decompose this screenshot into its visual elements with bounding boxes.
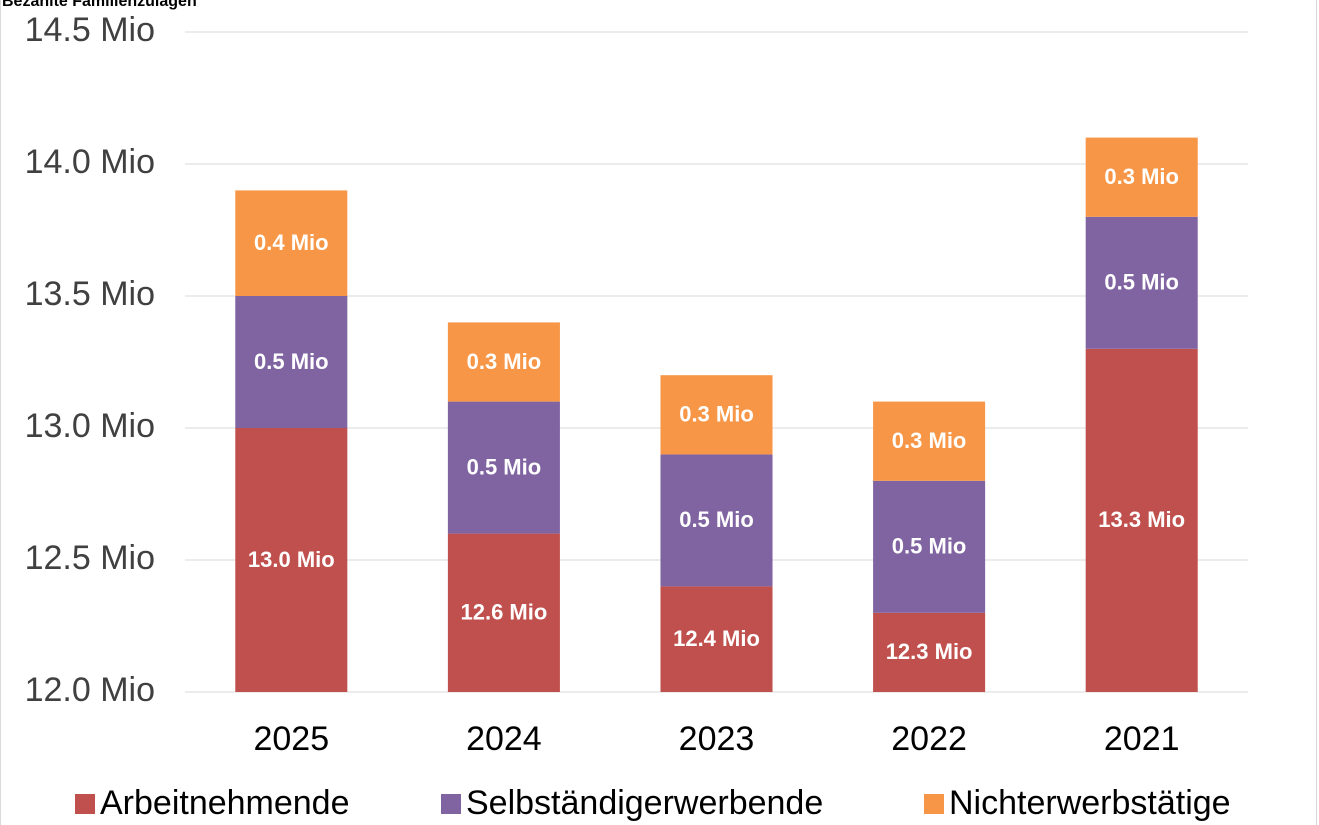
data-label: 12.3 Mio (886, 639, 973, 664)
legend-label: Arbeitnehmende (100, 784, 350, 822)
data-label: 0.3 Mio (679, 402, 754, 427)
legend-swatch (75, 794, 95, 814)
y-tick-label: 13.5 Mio (25, 275, 155, 313)
y-tick-label: 14.5 Mio (25, 11, 155, 49)
y-tick-label: 14.0 Mio (25, 143, 155, 181)
data-label: 0.5 Mio (1104, 270, 1179, 295)
chart-title: Bezahlte Familienzulagen (2, 0, 197, 10)
y-tick-label: 12.5 Mio (25, 539, 155, 577)
data-label: 0.5 Mio (254, 349, 329, 374)
data-label: 12.6 Mio (460, 600, 547, 625)
legend-label: Nichterwerbstätige (949, 784, 1231, 822)
bar-segment (1085, 137, 1198, 217)
data-label: 0.3 Mio (467, 349, 542, 374)
bar-segment (1085, 348, 1198, 692)
legend-label: Selbständigerwerbende (466, 784, 823, 822)
legend-swatch (441, 794, 461, 814)
bar-segment (235, 296, 348, 428)
x-tick-label: 2023 (679, 720, 755, 758)
bar-segment (447, 533, 560, 692)
x-tick-label: 2021 (1104, 720, 1180, 758)
data-label: 0.5 Mio (467, 454, 542, 479)
bar-segment (1085, 216, 1198, 349)
bar-segment (660, 586, 773, 692)
data-label: 13.3 Mio (1098, 507, 1185, 532)
x-tick-label: 2025 (253, 720, 329, 758)
bar-segment (447, 401, 560, 534)
bar-segment (235, 190, 348, 296)
data-label: 0.5 Mio (892, 534, 967, 559)
bar-segment (235, 428, 348, 692)
data-label: 0.4 Mio (254, 230, 329, 255)
bar-segment (660, 454, 773, 587)
bar-segment (660, 375, 773, 455)
bar-segment (873, 612, 986, 692)
data-label: 0.5 Mio (679, 507, 754, 532)
data-label: 13.0 Mio (248, 547, 335, 572)
data-label: 12.4 Mio (673, 626, 760, 651)
x-tick-label: 2024 (466, 720, 542, 758)
y-tick-label: 13.0 Mio (25, 407, 155, 445)
legend-swatch (924, 794, 944, 814)
y-tick-label: 12.0 Mio (25, 671, 155, 709)
bar-segment (447, 322, 560, 402)
bar-segment (873, 480, 986, 613)
data-label: 0.3 Mio (892, 428, 967, 453)
data-label: 0.3 Mio (1104, 164, 1179, 189)
bar-segment (873, 401, 986, 481)
x-tick-label: 2022 (891, 720, 967, 758)
